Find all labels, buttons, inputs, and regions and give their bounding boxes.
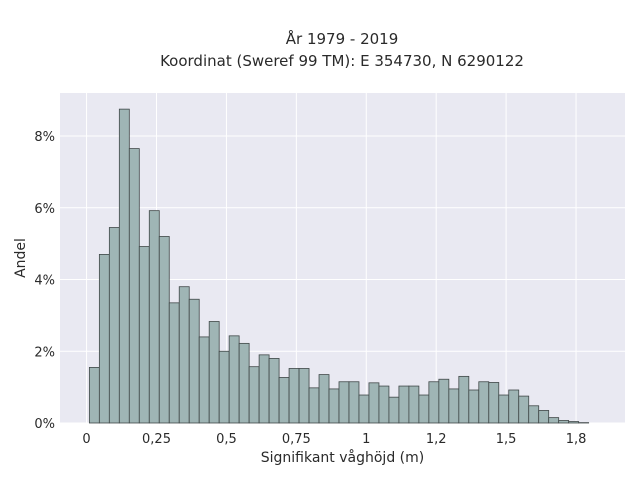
histogram-bar — [568, 421, 580, 424]
histogram-bar — [498, 394, 510, 424]
histogram-bar — [198, 336, 210, 424]
y-axis-ticks: 0% 2% 4% 6% 8% — [34, 130, 55, 432]
histogram-bar — [108, 227, 120, 424]
histogram-bar — [488, 382, 500, 424]
histogram-bar — [208, 321, 220, 424]
y-tick-label: 2% — [34, 345, 55, 360]
x-axis-label: Signifikant våghöjd (m) — [261, 449, 424, 466]
histogram-bar — [238, 342, 250, 424]
histogram-bar — [528, 405, 540, 424]
histogram-bar — [268, 358, 280, 424]
histogram-bar — [448, 388, 460, 424]
histogram-bar — [168, 302, 180, 424]
histogram-bar — [478, 381, 490, 424]
chart-title-line-2: Koordinat (Sweref 99 TM): E 354730, N 62… — [160, 52, 524, 70]
histogram-bar — [188, 298, 200, 424]
histogram-bar — [288, 368, 300, 424]
histogram-bar — [358, 394, 370, 424]
histogram-bars — [88, 108, 590, 424]
histogram-bar — [538, 410, 550, 424]
histogram-bar — [468, 389, 480, 424]
x-tick-label: 1,2 — [426, 432, 447, 447]
histogram-bar — [218, 350, 230, 424]
histogram-bar — [318, 374, 330, 424]
histogram-bar — [98, 254, 110, 424]
y-tick-label: 8% — [34, 130, 55, 145]
histogram-bar — [118, 108, 130, 424]
x-tick-label: 0,25 — [142, 432, 171, 447]
x-tick-label: 0,75 — [282, 432, 311, 447]
histogram-bar — [518, 395, 530, 424]
histogram-bar — [148, 210, 160, 424]
histogram-bar — [128, 148, 140, 424]
histogram-bar — [548, 417, 560, 424]
y-tick-label: 6% — [34, 202, 55, 217]
x-tick-label: 0,5 — [216, 432, 237, 447]
histogram-bar — [88, 367, 100, 424]
x-tick-label: 0 — [82, 432, 90, 447]
x-axis-ticks: 0 0,25 0,5 0,75 1 1,2 1,5 1,8 — [82, 432, 586, 447]
histogram-bar — [338, 381, 350, 424]
histogram-bar — [158, 236, 170, 424]
histogram-bar — [228, 335, 240, 424]
chart-title: År 1979 - 2019 Koordinat (Sweref 99 TM):… — [0, 28, 640, 72]
histogram-bar — [418, 394, 430, 424]
y-tick-label: 4% — [34, 274, 55, 289]
histogram-bar — [398, 385, 410, 424]
histogram-bar — [178, 286, 190, 424]
histogram-bar — [328, 388, 340, 424]
histogram-bar — [298, 368, 310, 424]
histogram-bar — [308, 387, 320, 424]
histogram-bar — [388, 396, 400, 424]
y-axis-label: Andel — [13, 238, 29, 278]
histogram-bar — [558, 420, 570, 424]
histogram-bar — [258, 354, 270, 424]
x-tick-label: 1,8 — [566, 432, 587, 447]
histogram-bar — [438, 378, 450, 424]
histogram-bar — [408, 385, 420, 424]
y-tick-label: 0% — [34, 417, 55, 432]
histogram-bar — [248, 366, 260, 424]
histogram-bar — [348, 381, 360, 424]
histogram-bar — [508, 389, 520, 424]
chart-title-line-1: År 1979 - 2019 — [285, 30, 399, 48]
x-tick-label: 1 — [362, 432, 370, 447]
histogram-bar — [428, 381, 440, 424]
histogram-bar — [368, 382, 380, 424]
histogram-bar — [458, 375, 470, 424]
histogram-bar — [138, 246, 150, 424]
x-tick-label: 1,5 — [496, 432, 517, 447]
histogram-bar — [378, 385, 390, 424]
histogram-bar — [278, 377, 290, 424]
